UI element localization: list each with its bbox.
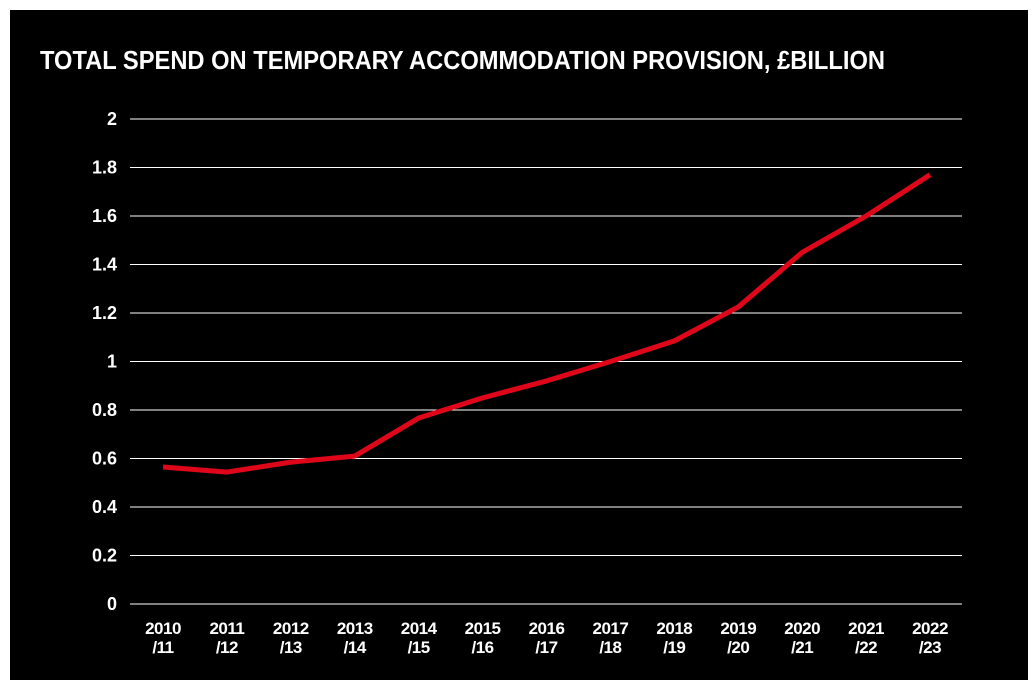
y-tick-label: 1 (107, 351, 117, 371)
background (10, 10, 1028, 680)
x-tick-label: 2017 /18 (592, 619, 629, 657)
x-tick-label: 2012 /13 (272, 619, 309, 657)
x-tick-label: 2018 /19 (656, 619, 693, 657)
line (162, 172, 932, 475)
x-tick-label: 2021 /22 (848, 619, 884, 657)
y-tick-label: 0.6 (92, 448, 117, 468)
y-tick-label: 0.4 (92, 497, 117, 517)
x-tick-label: 2011 /12 (209, 619, 245, 657)
x-tick-label: 2016 /17 (528, 619, 565, 657)
chart-title: TOTAL SPEND ON TEMPORARY ACCOMMODATION P… (40, 45, 885, 75)
y-tick-label: 0 (107, 594, 117, 614)
y-tick-label: 1.4 (92, 254, 117, 274)
y-tick-label: 1.8 (92, 157, 117, 177)
x-tick-label: 2015 /16 (464, 619, 501, 657)
x-tick-label: 2014 /15 (400, 619, 437, 657)
y-tick-label: 0.2 (92, 545, 117, 565)
y-tick-label: 2 (107, 109, 117, 129)
x-tick-label: 2022 /23 (912, 619, 948, 657)
x-tick-label: 2010 /11 (145, 619, 181, 657)
y-tick-label: 1.2 (92, 303, 117, 323)
x-tick-label: 2020 /21 (784, 619, 821, 657)
y-tick-label: 0.8 (92, 400, 117, 420)
y-tick-label: 1.6 (92, 206, 117, 226)
x-tick-label: 2019 /20 (720, 619, 757, 657)
x-tick-label: 2013 /14 (336, 619, 373, 657)
